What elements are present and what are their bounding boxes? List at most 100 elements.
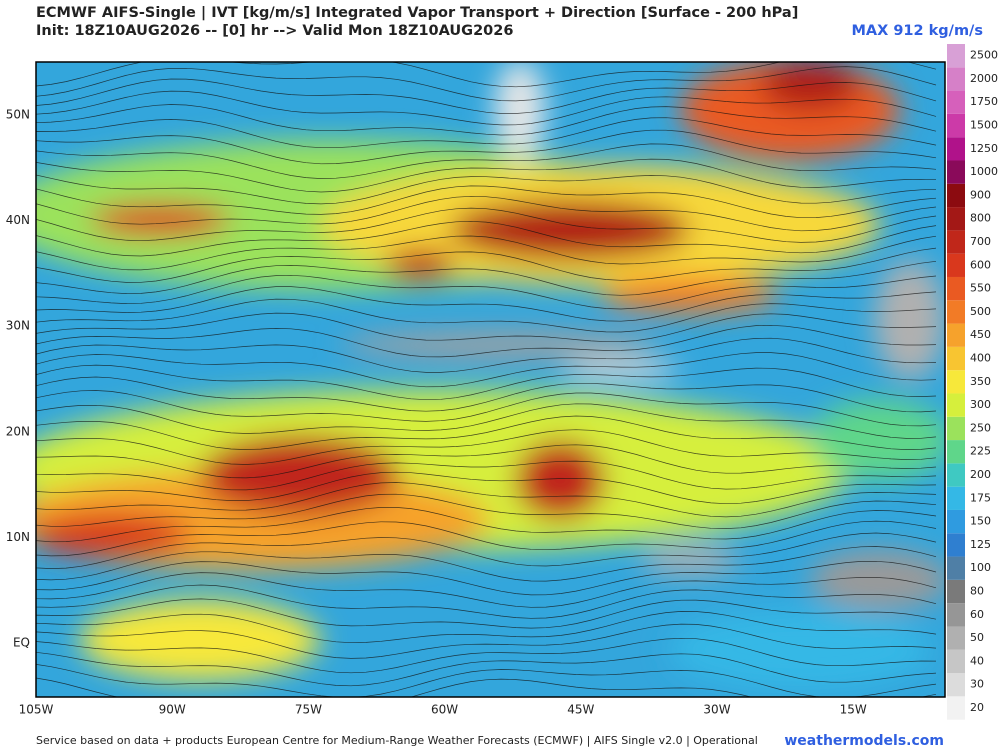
colorbar-label: 1750 [970,95,998,108]
map-frame [35,61,946,698]
colorbar-label: 50 [970,631,984,644]
lon-label: 105W [19,703,54,717]
streamline [36,664,937,697]
lon-label: 60W [431,703,458,717]
colorbar-swatch [947,393,965,417]
colorbar: 20 30 40 50 60 80 100 125 150 175 200 225 250 300 350 4… [947,44,998,720]
colorbar-swatch [947,207,965,231]
streamline [36,298,937,333]
streamline [36,185,937,219]
colorbar-swatch [947,44,965,68]
streamline [36,482,937,518]
colorbar-label: 350 [970,375,991,388]
streamline [36,471,937,505]
colorbar-label: 125 [970,538,991,551]
colorbar-swatch [947,696,965,720]
lat-label: EQ [13,636,30,650]
streamline [36,403,937,439]
streamline [36,90,937,126]
colorbar-swatch [947,603,965,627]
streamline [36,364,937,401]
streamline [36,260,937,296]
streamline [36,286,937,322]
streamline [36,274,937,310]
lat-label: 10N [6,530,30,544]
lon-label: 15W [840,703,867,717]
colorbar-swatch [947,230,965,254]
streamline [36,460,937,491]
streamline [36,584,937,619]
colorbar-swatch [947,533,965,557]
streamline [36,62,937,88]
streamline [36,493,937,529]
colorbar-label: 60 [970,608,984,621]
colorbar-swatch [947,323,965,347]
lon-labels: 105W 90W 75W 60W 45W 30W 15W [19,703,867,717]
streamline [36,611,937,644]
colorbar-label: 1500 [970,119,998,132]
colorbar-label: 175 [970,491,991,504]
lat-label: 20N [6,424,30,438]
colorbar-label: 2500 [970,49,998,62]
streamline [36,220,937,257]
colorbar-swatch [947,649,965,674]
colorbar-swatch [947,579,965,604]
streamline [36,337,937,373]
colorbar-swatch [947,416,965,441]
streamline [36,104,937,136]
streamline [36,235,937,271]
lon-label: 90W [159,703,186,717]
colorbar-label: 500 [970,305,991,318]
colorbar-swatch [947,183,965,208]
streamline [36,560,937,596]
streamline [36,429,937,465]
colorbar-swatch [947,463,965,487]
site-link[interactable]: weathermodels.com [784,733,944,749]
colorbar-label: 200 [970,468,991,481]
max-label: MAX 912 kg/m/s [851,23,983,39]
colorbar-label: 900 [970,188,991,201]
streamline [36,532,937,569]
colorbar-label: 80 [970,585,984,598]
lat-label: 40N [6,213,30,227]
colorbar-swatch [947,673,965,697]
colorbar-swatch [947,509,965,534]
streamline [36,66,937,102]
colorbar-swatch [947,626,965,650]
lat-labels: 50N 40N 30N 20N 10N EQ [6,108,30,650]
title: ECMWF AIFS-Single | IVT [kg/m/s] Integra… [36,5,798,21]
credit: Service based on data + products Europea… [36,734,758,747]
colorbar-swatch [947,137,965,161]
colorbar-label: 300 [970,398,991,411]
streamline [36,352,937,388]
colorbar-swatch [947,113,965,138]
streamline [36,78,937,114]
streamline [36,390,937,427]
colorbar-label: 30 [970,678,984,691]
streamline [36,637,937,674]
colorbar-label: 400 [970,352,991,365]
colorbar-label: 100 [970,561,991,574]
streamline [36,444,937,479]
colorbar-label: 40 [970,654,984,667]
colorbar-swatch [947,486,965,510]
colorbar-swatch [947,253,965,277]
ivt-field [36,62,945,697]
streamline [36,677,937,697]
streamline [36,598,937,629]
streamline [36,546,937,582]
colorbar-label: 250 [970,421,991,434]
colorbar-label: 550 [970,282,991,295]
colorbar-swatch [947,160,965,184]
lat-label: 30N [6,319,30,333]
colorbar-swatch [947,90,965,114]
streamline [36,129,937,165]
colorbar-label: 450 [970,328,991,341]
colorbar-label: 20 [970,701,984,714]
colorbar-swatch [947,346,965,371]
colorbar-swatch [947,67,965,91]
streamline [36,572,937,608]
streamline [36,247,937,283]
colorbar-label: 150 [970,515,991,528]
